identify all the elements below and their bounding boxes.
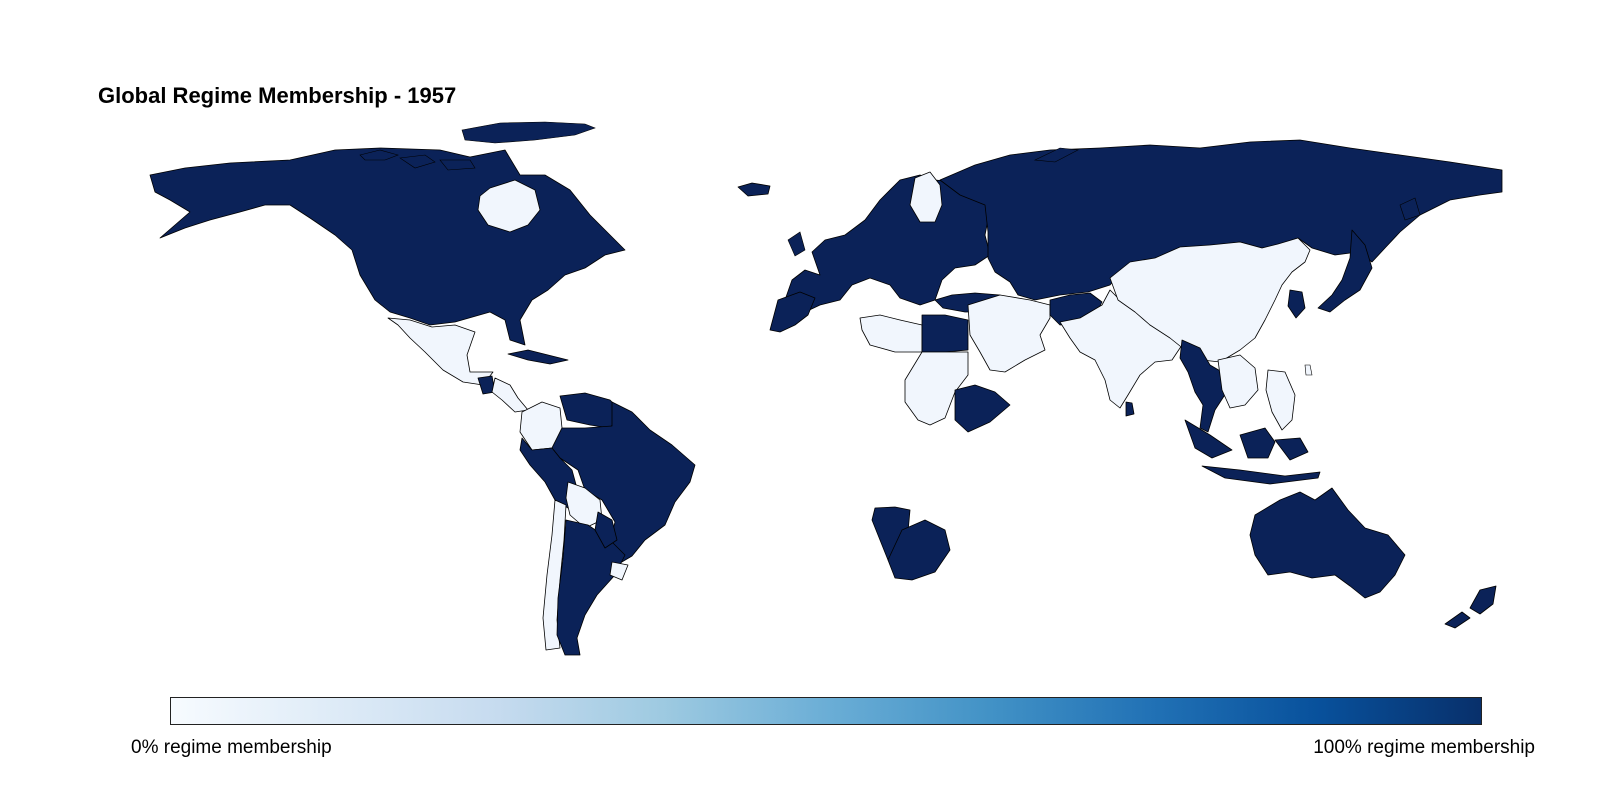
- island-3: [399, 154, 436, 169]
- island-6: [1399, 197, 1421, 221]
- region-greenland: [477, 179, 541, 233]
- region-morocco: [769, 291, 816, 333]
- island-5: [1033, 147, 1080, 163]
- region-australia: [1249, 487, 1406, 599]
- region-finland: [909, 171, 943, 223]
- island-4: [439, 159, 476, 171]
- region-india-and-pakistan: [1059, 289, 1183, 409]
- island-7: [787, 231, 806, 257]
- island-8: [1304, 364, 1313, 376]
- island-1: [461, 121, 596, 144]
- colorbar: [170, 697, 1482, 725]
- region-indonesia: [1184, 419, 1321, 485]
- region-philippines: [1265, 369, 1296, 431]
- region-paraguay: [594, 511, 618, 549]
- region-iceland: [737, 182, 771, 197]
- colorbar-min-label: 0% regime membership: [131, 737, 332, 758]
- region-cuba: [507, 349, 569, 365]
- region-korea: [1287, 289, 1306, 319]
- region-ethiopia: [954, 384, 1011, 433]
- region-egypt: [921, 314, 969, 353]
- region-indochina: [1217, 354, 1259, 409]
- region-burma-and-thailand: [1179, 339, 1229, 433]
- region-south-africa: [887, 519, 951, 581]
- region-central-america: [491, 377, 529, 413]
- region-sudan: [904, 351, 969, 426]
- region-western-europe: [784, 174, 991, 314]
- region-mexico: [387, 317, 494, 386]
- region-china: [1109, 237, 1311, 363]
- region-uruguay: [609, 561, 629, 581]
- region-soviet-union: [939, 139, 1503, 301]
- region-new-zealand: [1444, 585, 1497, 629]
- region-bolivia: [565, 481, 603, 529]
- region-ceylon: [1125, 401, 1135, 417]
- region-libya: [859, 314, 923, 353]
- region-japan: [1317, 229, 1373, 313]
- region-middle-east: [967, 294, 1051, 373]
- region-north-america: [149, 147, 626, 346]
- colorbar-max-label: 100% regime membership: [1313, 737, 1535, 758]
- island-2: [359, 149, 399, 161]
- region-chile: [542, 499, 567, 651]
- map-title: Global Regime Membership - 1957: [98, 83, 457, 108]
